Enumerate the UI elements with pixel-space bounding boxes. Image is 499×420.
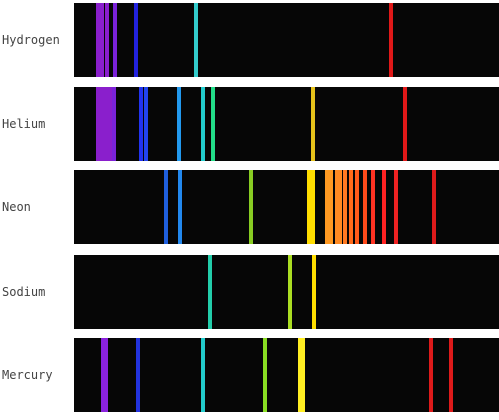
- spectral-line: [112, 87, 117, 161]
- spectral-line: [287, 255, 292, 329]
- spectrum-row-hydrogen: Hydrogen: [0, 3, 499, 77]
- spectral-line: [354, 170, 359, 244]
- spectral-line: [99, 3, 104, 77]
- spectrum-strip: [74, 3, 499, 77]
- spectral-line: [348, 170, 353, 244]
- spectral-line: [193, 3, 198, 77]
- spectral-line: [393, 170, 398, 244]
- spectral-line: [200, 338, 205, 412]
- spectral-line: [105, 3, 110, 77]
- spectral-line: [96, 87, 101, 161]
- spectral-line: [382, 170, 387, 244]
- element-label: Neon: [2, 200, 31, 214]
- spectral-line: [138, 87, 143, 161]
- spectrum-row-sodium: Sodium: [0, 255, 499, 329]
- spectral-line: [113, 3, 118, 77]
- element-label: Helium: [2, 117, 46, 131]
- spectral-line: [176, 87, 181, 161]
- spectrum-row-neon: Neon: [0, 170, 499, 244]
- spectral-line: [362, 170, 367, 244]
- spectral-line: [99, 87, 104, 161]
- spectrum-row-mercury: Mercury: [0, 338, 499, 412]
- spectral-line: [136, 338, 141, 412]
- spectral-line: [298, 338, 303, 412]
- spectral-line: [343, 170, 348, 244]
- spectral-line: [300, 338, 305, 412]
- spectral-line: [104, 87, 109, 161]
- spectral-line: [134, 3, 139, 77]
- spectral-line: [310, 87, 315, 161]
- element-label: Hydrogen: [2, 33, 60, 47]
- spectral-line: [100, 338, 105, 412]
- spectral-line: [402, 87, 407, 161]
- spectral-line: [370, 170, 375, 244]
- spectral-line: [177, 170, 182, 244]
- spectral-line: [448, 338, 453, 412]
- spectral-line: [338, 170, 343, 244]
- spectral-line: [262, 338, 267, 412]
- spectral-line: [324, 170, 329, 244]
- spectral-line: [104, 338, 109, 412]
- spectrum-strip: [74, 87, 499, 161]
- spectrum-strip: [74, 338, 499, 412]
- spectral-line: [431, 170, 436, 244]
- spectral-line: [248, 170, 253, 244]
- spectral-line: [310, 170, 315, 244]
- spectral-line: [163, 170, 168, 244]
- spectral-line: [307, 170, 312, 244]
- spectrum-strip: [74, 255, 499, 329]
- spectral-line: [207, 255, 212, 329]
- spectral-line: [107, 87, 112, 161]
- spectral-line: [329, 170, 334, 244]
- spectrum-strip: [74, 170, 499, 244]
- spectral-line: [389, 3, 394, 77]
- spectral-line: [312, 255, 317, 329]
- spectral-line: [429, 338, 434, 412]
- spectral-line: [200, 87, 205, 161]
- spectral-line: [96, 3, 101, 77]
- element-label: Sodium: [2, 285, 46, 299]
- spectral-line: [335, 170, 340, 244]
- element-label: Mercury: [2, 368, 53, 382]
- spectral-line: [144, 87, 149, 161]
- spectral-line: [210, 87, 215, 161]
- spectrum-row-helium: Helium: [0, 87, 499, 161]
